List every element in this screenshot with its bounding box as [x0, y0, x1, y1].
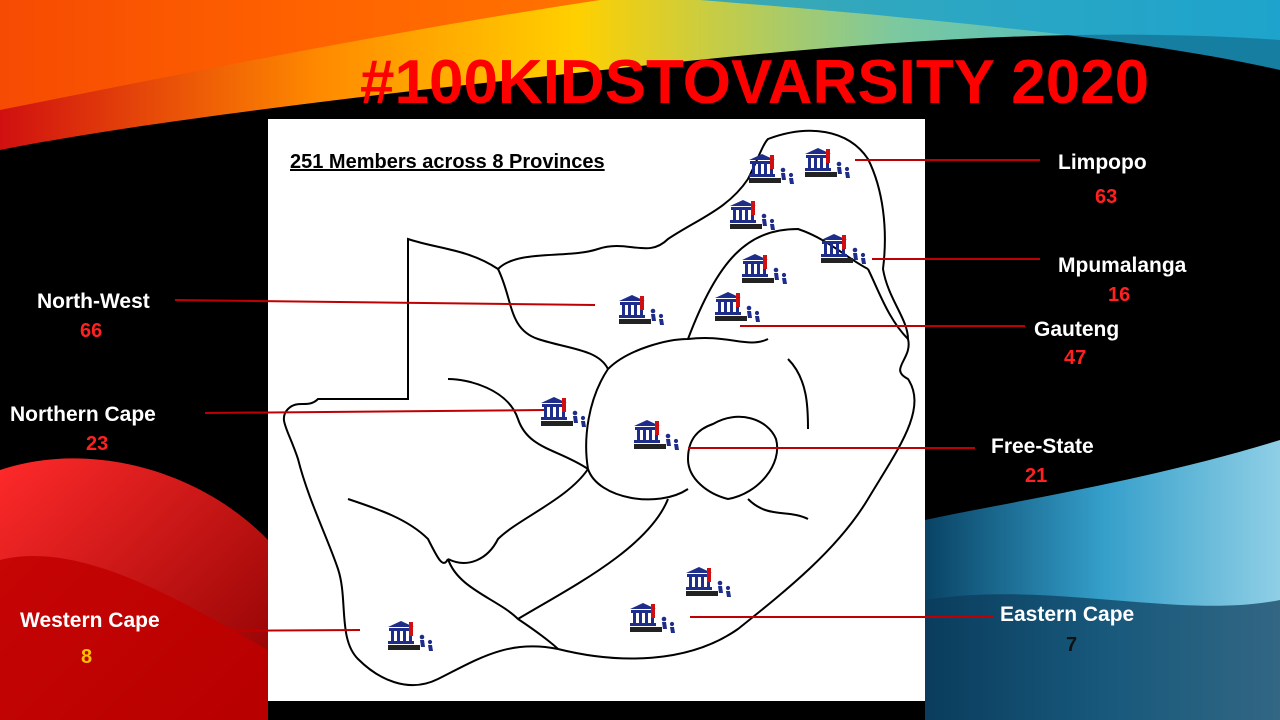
- count-western-cape: 8: [81, 646, 93, 668]
- count-mpumalanga: 16: [1108, 284, 1131, 306]
- university-building-icon: [616, 293, 668, 331]
- university-building-icon: [818, 232, 870, 270]
- university-building-icon: [746, 152, 798, 190]
- label-free-state: Free-State: [991, 435, 1094, 458]
- count-eastern-cape: 7: [1066, 634, 1078, 656]
- label-mpumalanga: Mpumalanga: [1058, 254, 1187, 277]
- university-building-icon: [627, 601, 679, 639]
- university-building-icon: [802, 146, 854, 184]
- label-gauteng: Gauteng: [1034, 318, 1120, 341]
- count-limpopo: 63: [1095, 186, 1118, 208]
- university-building-icon: [739, 252, 791, 290]
- label-limpopo: Limpopo: [1058, 151, 1147, 174]
- university-building-icon: [538, 395, 590, 433]
- label-north-west: North-West: [37, 290, 150, 313]
- label-northern-cape: Northern Cape: [10, 403, 156, 426]
- map-panel: 251 Members across 8 Provinces: [268, 119, 925, 701]
- university-building-icon: [683, 565, 735, 603]
- university-building-icon: [631, 418, 683, 456]
- label-eastern-cape: Eastern Cape: [1000, 603, 1135, 626]
- count-free-state: 21: [1025, 465, 1048, 487]
- south-africa-map: [282, 129, 916, 687]
- count-north-west: 66: [80, 320, 103, 342]
- map-subtitle: 251 Members across 8 Provinces: [290, 151, 605, 173]
- university-building-icon: [712, 290, 764, 328]
- count-northern-cape: 23: [86, 433, 109, 455]
- university-building-icon: [727, 198, 779, 236]
- count-gauteng: 47: [1064, 347, 1087, 369]
- label-western-cape: Western Cape: [20, 609, 160, 632]
- slide-title: #100KIDSTOVARSITY 2020: [360, 48, 1150, 117]
- university-building-icon: [385, 619, 437, 657]
